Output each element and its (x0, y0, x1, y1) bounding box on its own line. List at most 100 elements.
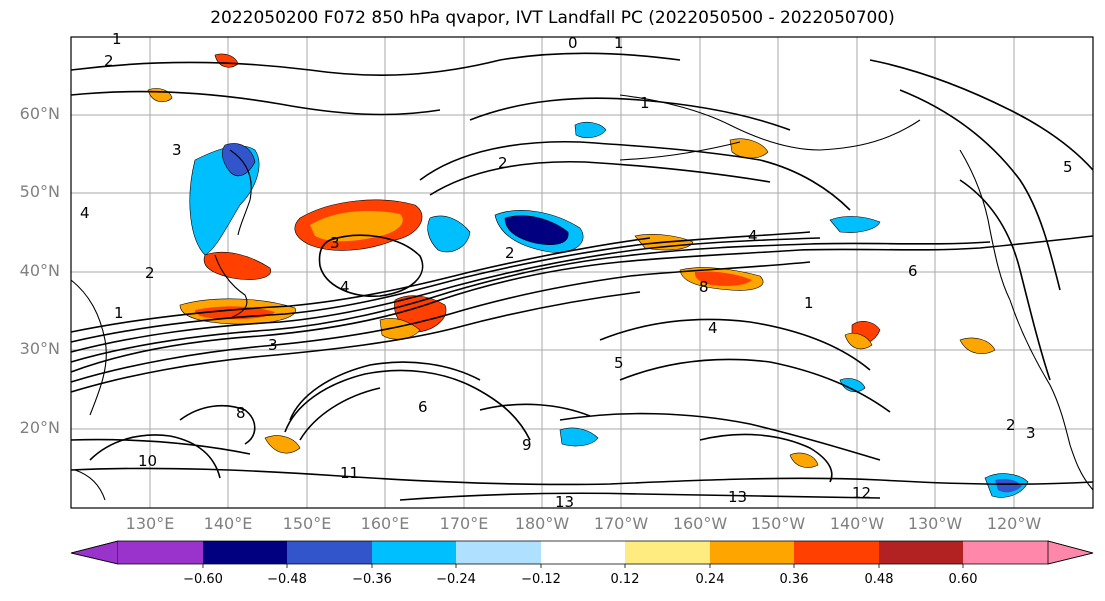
contour-bering (469, 97, 791, 131)
contour-label: 11 (340, 464, 359, 482)
lat-label: 60°N (19, 104, 60, 123)
colorbar-segment (794, 541, 879, 564)
contour-kuroshio-loop (318, 234, 424, 297)
contour-label: 9 (522, 436, 532, 454)
shade-orange-alaska (729, 138, 769, 159)
colorbar (70, 540, 1094, 568)
contour-label: 1 (804, 294, 814, 312)
shade-blue-okhotsk (427, 215, 471, 253)
coast-mexico (1069, 444, 1094, 491)
contour-sw-2 (179, 404, 256, 445)
lat-label: 40°N (19, 261, 60, 280)
contour-trough-2 (284, 369, 531, 441)
lat-label: 20°N (19, 418, 60, 437)
contour-label: 6 (908, 262, 918, 280)
shade-blue-se (829, 216, 881, 233)
contour-n-2 (70, 90, 441, 116)
contour-label: 3 (172, 141, 182, 159)
contour-label: 2 (1006, 416, 1016, 434)
contour-jet-5 (70, 237, 651, 333)
contour-label: 13 (728, 488, 747, 506)
contour-jet-2 (70, 241, 991, 363)
shade-navy-bering (504, 215, 569, 245)
colorbar-tick-label: 0.60 (948, 572, 978, 587)
contour-e-3 (869, 59, 1094, 171)
contour-jet-3 (70, 237, 821, 353)
coast-alaska (619, 94, 921, 151)
coast-kamchatka (229, 149, 252, 236)
contour-label: 1 (640, 94, 650, 112)
contour-s-2 (399, 492, 881, 501)
contour-jet-1 (70, 235, 1094, 373)
contour-label: 10 (138, 452, 157, 470)
colorbar-segment (287, 541, 372, 564)
contour-trough-3 (299, 387, 381, 441)
contour-jet-4 (70, 231, 811, 343)
contour-label: 1 (614, 34, 624, 52)
colorbar-tick-label: 0.48 (864, 572, 894, 587)
ivt-contours (70, 52, 1094, 501)
map-title: 2022050200 F072 850 hPa qvapor, IVT Land… (210, 8, 895, 28)
contour-aleutian (419, 140, 851, 211)
shade-red-japan-sea (203, 252, 272, 280)
shade-blue-w (839, 378, 866, 393)
contour-label: 4 (340, 278, 350, 296)
colorbar-tick-label: −0.60 (183, 572, 223, 587)
contour-mid-3 (559, 412, 881, 461)
plot-frame (70, 36, 1094, 509)
lon-label: 150°W (750, 514, 806, 533)
contour-label: 1 (114, 304, 124, 322)
contour-label: 4 (748, 227, 758, 245)
coast-ca (1009, 299, 1071, 446)
colorbar-extend-high (1047, 540, 1094, 565)
colorbar-segment (963, 541, 1048, 564)
colorbar-segment (625, 541, 710, 564)
contour-label: 3 (268, 336, 278, 354)
lat-label: 50°N (19, 182, 60, 201)
colorbar-segment (118, 541, 203, 564)
contour-trough-1 (289, 361, 481, 421)
contour-jet-7 (70, 291, 641, 393)
contour-label: 2 (505, 244, 515, 262)
colorbar-segment (372, 541, 456, 564)
colorbar-tick-label: 0.36 (779, 572, 809, 587)
contour-jet-6 (70, 261, 811, 383)
colorbar-tick-marks (202, 564, 964, 568)
contour-n-1 (70, 52, 681, 77)
lon-label: 170°E (439, 514, 489, 533)
lon-label: 140°E (203, 514, 253, 533)
shade-blue-hawaii (559, 427, 599, 447)
contour-e-2 (959, 179, 1051, 381)
colorbar-segment (203, 541, 287, 564)
colorbar-tick-label: −0.48 (267, 572, 307, 587)
coast-bc (959, 149, 1011, 301)
lon-label: 140°W (829, 514, 885, 533)
colorbar-tick-label: 0.24 (695, 572, 725, 587)
colorbar-tick-label: 0.12 (610, 572, 640, 587)
contour-label: 2 (104, 52, 114, 70)
contour-label: 4 (80, 204, 90, 222)
contour-mid-4 (479, 403, 591, 417)
contour-label: 13 (555, 493, 574, 511)
contour-label: 3 (1026, 424, 1036, 442)
lon-label: 150°E (282, 514, 332, 533)
lon-label: 160°W (672, 514, 728, 533)
lon-label: 180°W (514, 514, 570, 533)
shade-red-gulf-alaska (694, 271, 752, 286)
colorbar-extend-low (70, 540, 119, 565)
shade-orange-ca (844, 332, 873, 350)
contour-label: 5 (1063, 158, 1073, 176)
contour-label: 1 (112, 30, 122, 48)
coast-aleutians (619, 141, 741, 161)
contour-label: 12 (852, 484, 871, 502)
contour-hawaii (699, 433, 833, 483)
colorbar-frame (70, 540, 1094, 565)
shade-dblue-mexico (995, 478, 1022, 493)
shade-orange-kuril (310, 210, 403, 242)
coast-china (70, 279, 107, 416)
contour-label: 6 (418, 398, 428, 416)
contour-aleutian-2 (429, 160, 771, 196)
colorbar-segment (879, 541, 963, 564)
colorbar-segment (456, 541, 541, 564)
